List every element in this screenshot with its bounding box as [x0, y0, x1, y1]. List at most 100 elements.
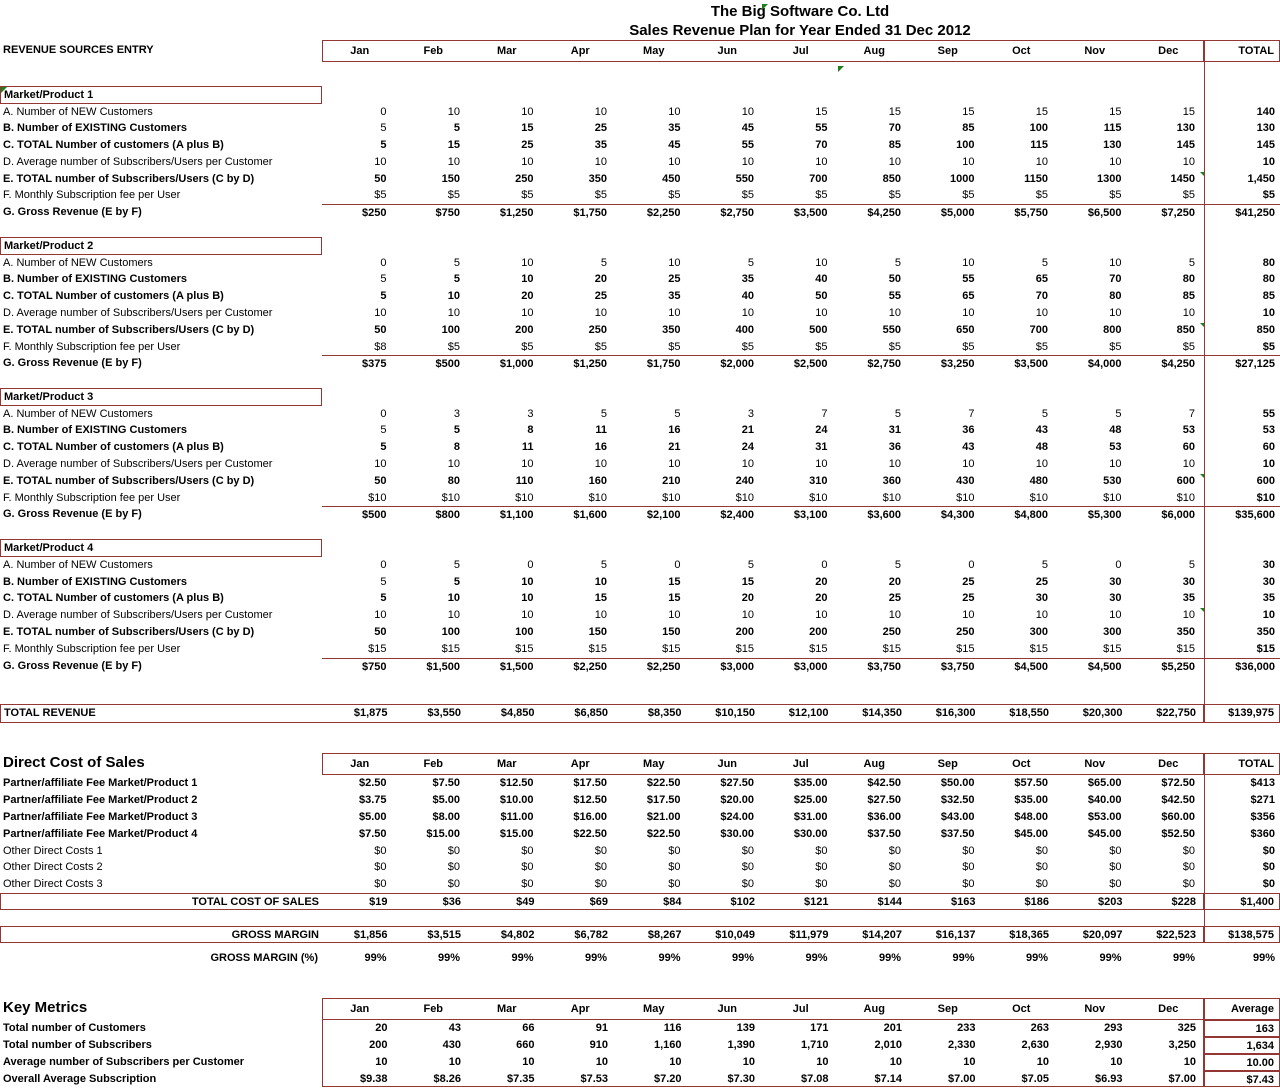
cell[interactable]: 99% — [1172, 952, 1195, 965]
total-cell[interactable]: $15 — [1204, 640, 1280, 658]
cell[interactable]: $0 — [815, 861, 828, 874]
cell[interactable]: $22.50 — [646, 827, 681, 840]
total-cell[interactable]: 10 — [1204, 304, 1280, 322]
cell[interactable]: 20 — [594, 273, 607, 286]
total-cell[interactable]: 60 — [1204, 439, 1280, 457]
cell[interactable]: 0 — [380, 256, 387, 269]
cell[interactable]: 3 — [527, 407, 534, 420]
cell[interactable]: 2,930 — [1094, 1038, 1123, 1051]
cell[interactable]: 10 — [1109, 256, 1122, 269]
cell[interactable]: $5 — [447, 340, 460, 353]
cell[interactable]: 25 — [888, 592, 901, 605]
total-cell[interactable] — [1204, 943, 1280, 950]
cell[interactable]: 850 — [882, 172, 901, 185]
cell[interactable]: 450 — [662, 172, 681, 185]
cell[interactable]: $36 — [442, 895, 461, 908]
cell[interactable]: 310 — [809, 474, 828, 487]
cell[interactable]: 10 — [374, 609, 387, 622]
cell[interactable]: $4,500 — [1014, 660, 1048, 673]
cell[interactable]: $20,097 — [1082, 928, 1123, 941]
cell[interactable]: 325 — [1177, 1022, 1196, 1035]
cell[interactable]: $1,500 — [499, 660, 534, 673]
cell[interactable]: $144 — [877, 895, 902, 908]
cell[interactable]: 500 — [809, 323, 828, 336]
cell[interactable]: $0 — [741, 861, 754, 874]
month-header-cell[interactable]: Feb — [423, 45, 444, 57]
cell[interactable]: 10 — [1035, 458, 1048, 471]
cell[interactable]: $10,150 — [715, 707, 755, 720]
cell[interactable]: $7.20 — [653, 1072, 682, 1085]
cell[interactable]: $15.00 — [426, 827, 460, 840]
gross-margin-label[interactable]: GROSS MARGIN — [231, 928, 319, 941]
cell[interactable]: 5 — [453, 558, 460, 571]
cell[interactable]: 10 — [594, 306, 607, 319]
total-cell[interactable]: 1,634 — [1204, 1036, 1280, 1054]
cell[interactable]: $0 — [594, 861, 607, 874]
cell[interactable]: $45.00 — [1087, 827, 1122, 840]
cell[interactable]: 210 — [662, 474, 681, 487]
row-label[interactable]: Partner/affiliate Fee Market/Product 4 — [3, 827, 198, 840]
cell[interactable]: $5 — [1182, 340, 1195, 353]
cell[interactable]: $1,000 — [499, 358, 534, 371]
cell[interactable]: 10 — [594, 105, 607, 118]
section-header[interactable]: Market/Product 4 — [0, 539, 322, 557]
cell[interactable]: $1,500 — [426, 660, 460, 673]
cell[interactable]: 5 — [380, 424, 387, 437]
cell[interactable]: 116 — [663, 1022, 682, 1035]
cell[interactable]: $0 — [374, 878, 387, 891]
cell[interactable]: 80 — [447, 474, 460, 487]
cell[interactable]: $16,137 — [935, 928, 976, 941]
cell[interactable]: $7.35 — [506, 1072, 535, 1085]
cell[interactable]: $10 — [515, 491, 534, 504]
cell[interactable]: 30 — [1109, 575, 1122, 588]
month-header-cell[interactable]: Jul — [792, 758, 809, 771]
cell[interactable]: 70 — [1035, 290, 1048, 303]
cell[interactable]: $5 — [741, 340, 754, 353]
row-label[interactable]: D. Average number of Subscribers/Users p… — [3, 609, 273, 622]
cell[interactable]: 10 — [1183, 1055, 1196, 1068]
month-header-cell[interactable]: Jul — [792, 45, 809, 57]
cell[interactable]: 10 — [521, 592, 534, 605]
cell[interactable]: 0 — [380, 407, 387, 420]
cell[interactable]: 10 — [668, 155, 681, 168]
cell[interactable]: 5 — [1115, 407, 1122, 420]
cell[interactable]: $15 — [441, 642, 460, 655]
cell[interactable]: $5 — [1035, 189, 1048, 202]
cell[interactable]: 10 — [888, 609, 901, 622]
cell[interactable]: 15 — [1035, 105, 1048, 118]
cell[interactable]: 10 — [742, 1055, 755, 1068]
cell[interactable]: $0 — [1109, 861, 1122, 874]
cell[interactable]: $10,049 — [715, 928, 755, 941]
cell[interactable]: $0 — [1035, 878, 1048, 891]
cell[interactable]: 80 — [1109, 290, 1122, 303]
cell[interactable]: 80 — [1182, 273, 1195, 286]
cell[interactable]: $7.14 — [874, 1072, 902, 1085]
cell[interactable]: $3.75 — [358, 794, 387, 807]
total-cell[interactable]: $10 — [1204, 489, 1280, 507]
total-cell[interactable] — [1204, 237, 1280, 255]
row-label[interactable]: F. Monthly Subscription fee per User — [3, 189, 181, 202]
month-header-cell[interactable]: Jan — [350, 1003, 370, 1016]
cell[interactable]: $52.50 — [1161, 827, 1195, 840]
total-cell[interactable] — [1204, 221, 1280, 238]
cell[interactable]: 70 — [1109, 273, 1122, 286]
cell[interactable]: $5 — [668, 340, 681, 353]
cell[interactable]: $203 — [1098, 895, 1123, 908]
month-header-cell[interactable]: Sep — [937, 45, 958, 57]
cell[interactable]: 100 — [1029, 122, 1048, 135]
cell[interactable]: $0 — [594, 844, 607, 857]
section-title[interactable]: Direct Cost of Sales — [3, 754, 145, 772]
cell[interactable]: $20.00 — [720, 794, 754, 807]
cell[interactable]: $7.50 — [358, 827, 387, 840]
cell[interactable]: 7 — [968, 407, 975, 420]
cell[interactable]: $15 — [735, 642, 754, 655]
total-cell[interactable]: $356 — [1204, 808, 1280, 826]
cell[interactable]: $0 — [668, 878, 681, 891]
cell[interactable]: $4,000 — [1087, 358, 1122, 371]
row-label[interactable]: B. Number of EXISTING Customers — [3, 575, 187, 588]
total-cell[interactable]: $360 — [1204, 825, 1280, 843]
cell[interactable]: 5 — [453, 273, 460, 286]
cell[interactable]: 5 — [1188, 558, 1195, 571]
total-cell[interactable]: 145 — [1204, 137, 1280, 154]
cell[interactable]: 10 — [447, 155, 460, 168]
